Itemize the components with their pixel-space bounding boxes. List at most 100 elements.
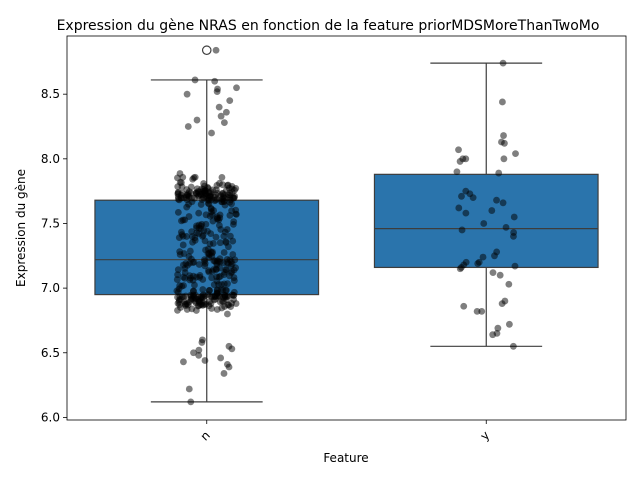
y-axis: 6.0 6.5 7.0 7.5 8.0 8.5: [41, 87, 67, 424]
data-point: [186, 247, 194, 255]
data-point: [511, 262, 519, 270]
data-point: [494, 324, 502, 332]
data-point: [220, 232, 228, 240]
data-point: [208, 129, 215, 137]
y-tick-label: 8.5: [41, 87, 60, 101]
box-y: [373, 173, 599, 269]
data-point: [220, 249, 228, 256]
data-point: [227, 258, 235, 265]
data-point: [232, 184, 240, 192]
data-point: [500, 132, 507, 139]
data-point: [218, 297, 226, 305]
data-point: [213, 182, 221, 189]
data-point: [216, 264, 224, 272]
data-point: [176, 301, 183, 309]
data-point: [220, 370, 228, 377]
data-point: [199, 286, 207, 293]
data-point: [197, 190, 205, 198]
data-point: [224, 310, 231, 318]
data-point: [458, 192, 465, 200]
data-point: [211, 292, 219, 300]
data-point: [480, 220, 488, 227]
data-point: [199, 336, 206, 344]
data-point: [175, 234, 183, 242]
data-point: [460, 302, 468, 310]
data-point: [509, 342, 517, 350]
data-point: [195, 346, 203, 354]
data-point: [230, 218, 238, 226]
data-point: [179, 216, 187, 224]
data-point: [180, 282, 187, 289]
data-point: [201, 357, 209, 364]
data-point: [216, 211, 224, 219]
data-point: [217, 112, 225, 120]
data-point: [188, 305, 196, 313]
boxes-layer: [94, 45, 599, 403]
data-point: [193, 273, 200, 281]
data-point: [174, 271, 182, 279]
data-point: [220, 119, 228, 127]
y-tick-label: 7.0: [41, 281, 60, 295]
data-point: [218, 198, 226, 206]
data-point: [212, 191, 220, 199]
y-tick-label: 6.5: [41, 346, 60, 360]
data-point: [207, 205, 215, 213]
data-point: [495, 169, 503, 177]
data-point: [225, 301, 233, 309]
data-point: [207, 230, 215, 238]
data-point: [232, 264, 240, 272]
data-point: [185, 385, 193, 393]
data-point: [232, 210, 240, 218]
data-point: [195, 209, 203, 217]
data-point: [493, 196, 500, 204]
data-point: [183, 90, 191, 98]
data-point: [499, 199, 507, 207]
data-point: [212, 196, 220, 204]
data-point: [210, 257, 218, 265]
data-point: [179, 173, 187, 181]
points-layer: [173, 46, 519, 406]
data-point: [499, 59, 507, 67]
data-point: [469, 194, 477, 202]
data-point: [199, 231, 207, 239]
data-point: [218, 189, 226, 197]
data-point: [212, 233, 220, 241]
data-point: [187, 183, 195, 191]
data-point: [215, 221, 223, 229]
data-point: [221, 268, 229, 276]
data-point: [190, 349, 197, 357]
data-point: [205, 302, 213, 310]
data-point: [225, 243, 232, 251]
data-point: [179, 241, 187, 249]
data-point: [182, 193, 190, 201]
data-point: [226, 232, 234, 240]
data-point: [185, 213, 193, 220]
data-point: [187, 398, 195, 406]
data-point: [180, 358, 187, 366]
data-point: [473, 307, 481, 315]
data-point: [224, 181, 232, 189]
data-point: [192, 295, 200, 303]
data-point: [230, 288, 238, 296]
data-point: [226, 272, 233, 280]
data-point: [500, 155, 508, 163]
y-tick-label: 6.0: [41, 410, 60, 424]
data-point: [505, 280, 513, 288]
y-tick-label: 8.0: [41, 152, 60, 166]
data-point: [184, 123, 192, 130]
data-point: [186, 272, 194, 280]
data-point: [178, 183, 186, 191]
x-axis-label: Feature: [323, 451, 368, 465]
data-point: [221, 292, 229, 300]
data-point: [216, 255, 224, 263]
data-point: [180, 250, 188, 257]
data-point: [488, 207, 496, 214]
data-point: [222, 286, 230, 294]
data-point: [218, 174, 226, 181]
x-tick-label: y: [477, 428, 492, 443]
data-point: [185, 298, 193, 306]
data-point: [453, 168, 461, 176]
data-point: [458, 226, 466, 234]
